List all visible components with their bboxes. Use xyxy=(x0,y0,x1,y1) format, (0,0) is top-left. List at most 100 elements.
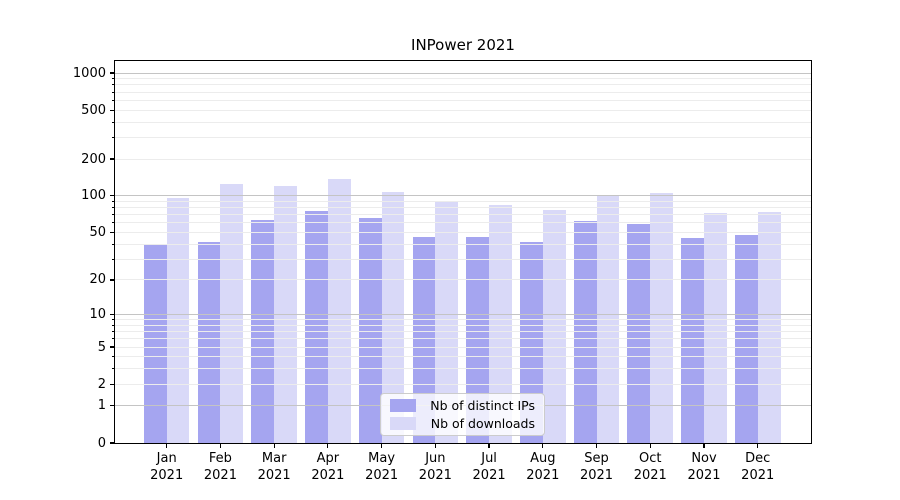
bar-downloads-jul xyxy=(489,205,512,443)
y-minor-tick-mark-80 xyxy=(111,207,114,209)
bar-downloads-feb xyxy=(220,184,244,443)
y-tick-mark-2 xyxy=(110,383,114,385)
y-minor-tick-mark-3 xyxy=(111,368,114,370)
y-minor-tick-mark-600 xyxy=(111,99,114,101)
bar-distinct-ips-feb xyxy=(197,241,221,443)
gridline-1000 xyxy=(115,72,811,74)
x-tick-mark-oct xyxy=(649,444,651,448)
minor-gridline-7 xyxy=(115,331,811,333)
bar-downloads-aug xyxy=(542,209,566,443)
x-tick-label-jun: Jun 2021 xyxy=(418,451,452,483)
legend-swatch-distinct-ips xyxy=(390,399,416,412)
legend-label-distinct-ips: Nb of distinct IPs xyxy=(430,398,535,413)
y-minor-tick-mark-30 xyxy=(111,258,114,260)
bar-distinct-ips-jan xyxy=(143,244,167,443)
y-minor-tick-mark-900 xyxy=(111,78,114,80)
x-tick-mark-feb xyxy=(219,444,222,448)
x-tick-label-dec: Dec 2021 xyxy=(741,451,775,483)
x-tick-mark-nov xyxy=(703,444,705,448)
minor-gridline-30 xyxy=(115,258,811,260)
bar-distinct-ips-jul xyxy=(466,236,490,443)
gridline-200 xyxy=(115,158,811,160)
y-tick-label-0: 0 xyxy=(97,435,106,451)
y-minor-tick-mark-90 xyxy=(111,200,114,202)
x-tick-mark-apr xyxy=(327,444,329,448)
chart-title: INPower 2021 xyxy=(411,36,515,54)
y-tick-label-50: 50 xyxy=(89,224,106,240)
gridline-10 xyxy=(115,314,811,316)
gridline-20 xyxy=(115,279,811,281)
x-tick-label-feb: Feb 2021 xyxy=(203,451,237,483)
y-minor-tick-mark-60 xyxy=(111,222,114,224)
y-minor-tick-mark-70 xyxy=(111,214,114,216)
minor-gridline-6 xyxy=(115,338,811,340)
gridline-500 xyxy=(115,109,811,111)
x-tick-label-nov: Nov 2021 xyxy=(687,451,721,483)
y-tick-label-200: 200 xyxy=(81,151,106,167)
y-tick-label-1: 1 xyxy=(97,398,106,414)
legend: Nb of distinct IPs Nb of downloads xyxy=(380,393,545,436)
bar-distinct-ips-may xyxy=(358,217,382,443)
x-tick-label-oct: Oct 2021 xyxy=(633,451,667,483)
x-tick-mark-mar xyxy=(273,444,275,448)
x-tick-mark-sep xyxy=(595,444,598,448)
x-tick-label-aug: Aug 2021 xyxy=(526,451,560,483)
y-minor-tick-mark-7 xyxy=(111,331,114,333)
y-tick-mark-1000 xyxy=(110,72,114,74)
y-tick-mark-200 xyxy=(110,158,114,160)
y-tick-label-5: 5 xyxy=(97,339,106,355)
x-tick-label-jan: Jan 2021 xyxy=(150,451,184,483)
x-tick-mark-jul xyxy=(488,444,490,448)
minor-gridline-900 xyxy=(115,78,811,80)
y-minor-tick-mark-40 xyxy=(111,243,114,245)
x-tick-label-mar: Mar 2021 xyxy=(257,451,291,483)
minor-gridline-800 xyxy=(115,84,811,86)
y-tick-label-2: 2 xyxy=(97,376,106,392)
bar-downloads-dec xyxy=(757,211,781,443)
y-minor-tick-mark-8 xyxy=(111,324,114,326)
y-tick-label-500: 500 xyxy=(81,102,106,118)
bar-downloads-apr xyxy=(327,179,351,443)
minor-gridline-3 xyxy=(115,368,811,370)
x-tick-mark-jun xyxy=(434,444,436,448)
gridline-5 xyxy=(115,346,811,348)
bar-downloads-may xyxy=(381,191,405,443)
bar-distinct-ips-aug xyxy=(520,241,543,443)
bar-distinct-ips-oct xyxy=(627,223,651,443)
y-minor-tick-mark-6 xyxy=(111,338,114,340)
y-minor-tick-mark-4 xyxy=(111,356,114,358)
minor-gridline-600 xyxy=(115,99,811,101)
y-minor-tick-mark-9 xyxy=(111,319,114,321)
y-tick-mark-500 xyxy=(110,109,114,111)
y-tick-label-20: 20 xyxy=(89,272,106,288)
x-tick-label-apr: Apr 2021 xyxy=(311,451,345,483)
minor-gridline-9 xyxy=(115,319,811,321)
minor-gridline-90 xyxy=(115,200,811,202)
legend-label-downloads: Nb of downloads xyxy=(430,416,535,431)
legend-item-distinct-ips: Nb of distinct IPs xyxy=(390,399,535,412)
y-tick-label-1000: 1000 xyxy=(72,65,106,81)
bar-distinct-ips-apr xyxy=(305,211,328,443)
y-tick-mark-10 xyxy=(110,313,114,316)
y-tick-label-10: 10 xyxy=(89,307,106,323)
x-tick-mark-jan xyxy=(166,444,168,448)
y-tick-label-100: 100 xyxy=(81,188,106,204)
gridline-100 xyxy=(115,195,811,197)
y-tick-mark-20 xyxy=(110,279,114,281)
legend-swatch-downloads xyxy=(390,417,416,430)
minor-gridline-400 xyxy=(115,121,811,123)
y-tick-mark-1 xyxy=(110,405,114,407)
minor-gridline-60 xyxy=(115,222,811,224)
x-tick-label-jul: Jul 2021 xyxy=(472,451,506,483)
gridline-2 xyxy=(115,383,811,385)
bar-downloads-nov xyxy=(704,213,727,443)
x-tick-mark-may xyxy=(381,444,383,448)
minor-gridline-8 xyxy=(115,324,811,326)
y-minor-tick-mark-800 xyxy=(111,84,114,86)
gridline-50 xyxy=(115,231,811,233)
bar-downloads-jun xyxy=(435,201,459,443)
